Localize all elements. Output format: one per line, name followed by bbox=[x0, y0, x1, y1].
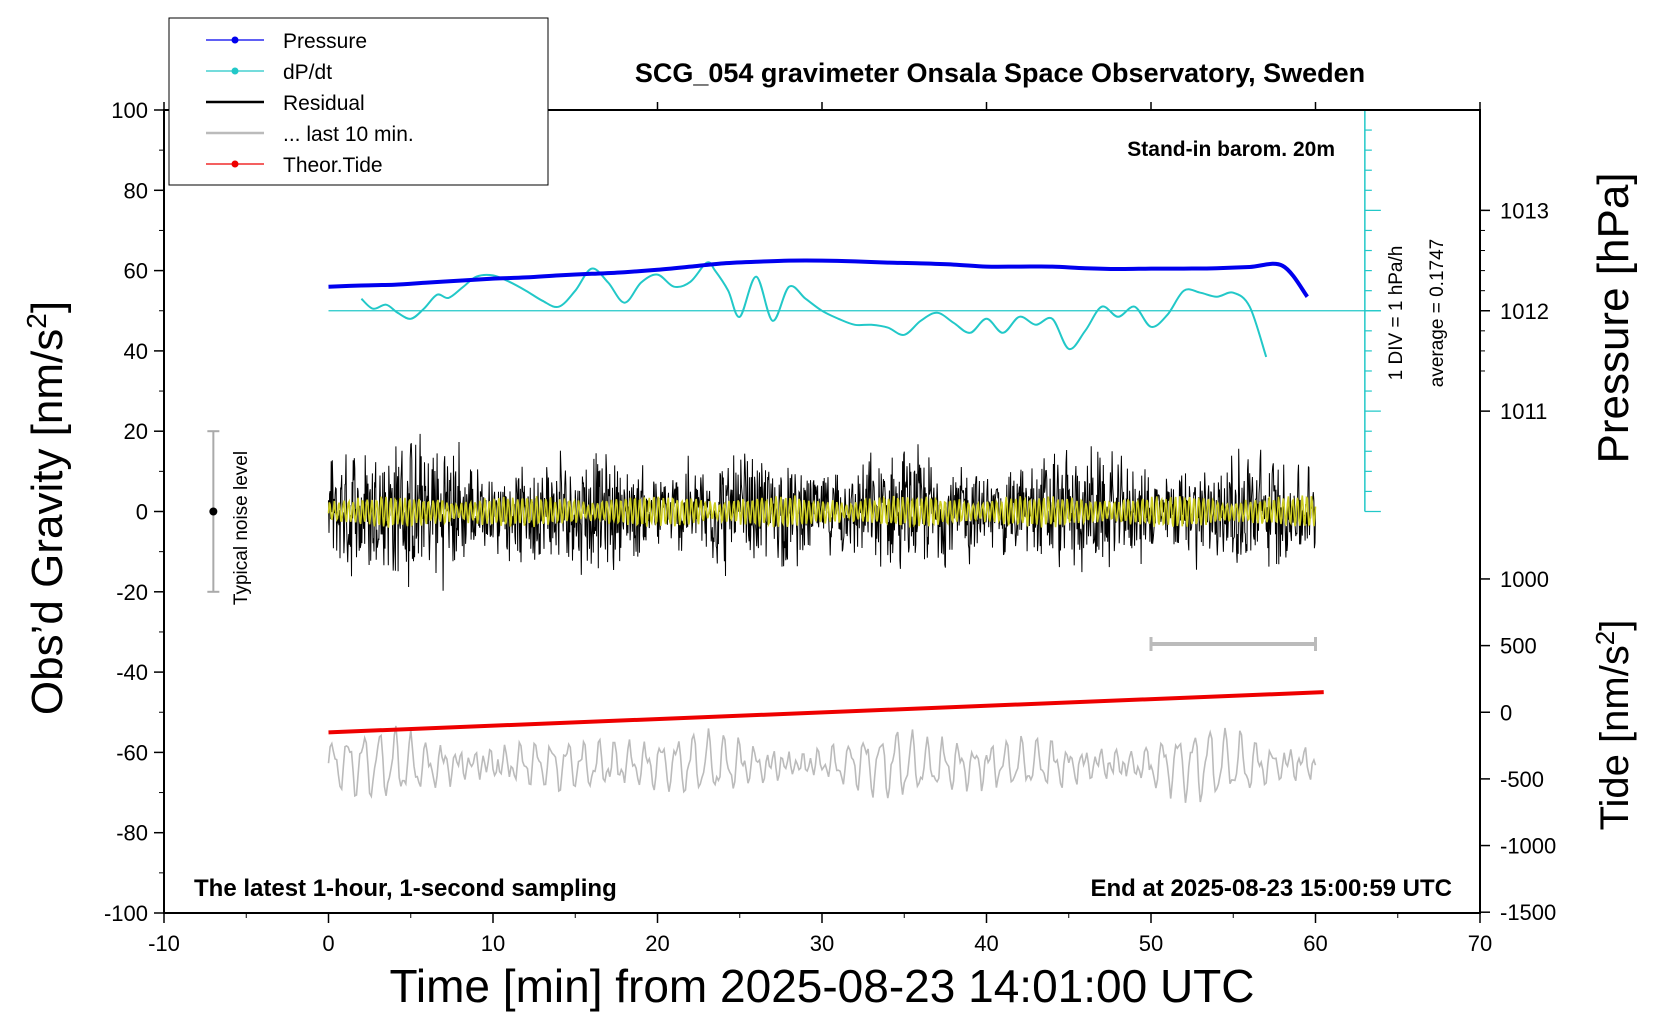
tide-tick-label: -1000 bbox=[1500, 834, 1556, 859]
noise-annotation: Typical noise level bbox=[231, 451, 252, 605]
legend-label: Residual bbox=[283, 92, 365, 115]
x-tick-label: 0 bbox=[322, 931, 334, 956]
tide-tick-label: 0 bbox=[1500, 700, 1512, 725]
stand-in-annotation: Stand-in barom. 20m bbox=[1127, 138, 1335, 161]
pressure-tick-label: 1011 bbox=[1500, 399, 1547, 424]
pressure-series-line bbox=[328, 258, 1309, 298]
y-tick-label: -100 bbox=[104, 901, 148, 926]
x-tick-label: 20 bbox=[645, 931, 669, 956]
y-tick-label: 80 bbox=[124, 178, 148, 203]
x-tick-label: 30 bbox=[810, 931, 834, 956]
y-tick-label: -80 bbox=[116, 821, 148, 846]
tide-tick-label: 500 bbox=[1500, 634, 1537, 659]
data-layer bbox=[207, 109, 1381, 803]
average-annotation: average = 0.1747 bbox=[1427, 239, 1448, 387]
x-tick-label: 70 bbox=[1468, 931, 1492, 956]
y-tick-label: 20 bbox=[124, 419, 148, 444]
y-tick-label: 100 bbox=[111, 98, 148, 123]
bottom-right-annotation: End at 2025-08-23 15:00:59 UTC bbox=[1091, 875, 1453, 902]
legend: Pressure dP/dt Residual ... last 10 min. The… bbox=[168, 17, 549, 186]
legend-label: ... last 10 min. bbox=[283, 123, 414, 146]
last10-series-line bbox=[327, 725, 1317, 803]
residual-smoothed-series-line bbox=[327, 495, 1317, 528]
x-axis: -10 0 10 20 30 40 50 60 70 bbox=[148, 102, 1492, 956]
y-tick-label: -20 bbox=[116, 580, 148, 605]
y-axis-right: 1013 1012 1011 1000 500 0 -500 -1000 -1500 bbox=[1480, 198, 1556, 925]
y-tick-label: -60 bbox=[116, 740, 148, 765]
chart-title: SCG_054 gravimeter Onsala Space Observat… bbox=[635, 58, 1365, 88]
x-axis-label: Time [min] from 2025-08-23 14:01:00 UTC bbox=[390, 960, 1255, 1012]
y-tick-label: 60 bbox=[124, 259, 148, 284]
tide-tick-label: -1500 bbox=[1500, 900, 1556, 925]
legend-marker bbox=[231, 67, 239, 75]
legend-label: Theor.Tide bbox=[283, 154, 383, 177]
pressure-tick-label: 1012 bbox=[1500, 299, 1549, 324]
legend-marker bbox=[231, 36, 239, 44]
x-tick-label: -10 bbox=[148, 931, 180, 956]
legend-label: dP/dt bbox=[283, 61, 332, 84]
y-tick-label: 0 bbox=[136, 500, 148, 525]
pressure-tick-label: 1013 bbox=[1500, 198, 1549, 223]
legend-label: Pressure bbox=[283, 30, 367, 53]
y-axis-left-label: Obs’d Gravity [nm/s2] bbox=[21, 301, 72, 715]
tide-tick-label: 1000 bbox=[1500, 567, 1549, 592]
bottom-left-annotation: The latest 1-hour, 1-second sampling bbox=[194, 875, 617, 902]
x-tick-label: 40 bbox=[974, 931, 998, 956]
legend-marker bbox=[231, 160, 239, 168]
y-axis-pressure-label: Pressure [hPa] bbox=[1589, 172, 1638, 463]
x-tick-label: 50 bbox=[1139, 931, 1163, 956]
tide-series-line bbox=[328, 690, 1324, 735]
y-tick-label: 40 bbox=[124, 339, 148, 364]
legend-items: Pressure dP/dt Residual ... last 10 min. The… bbox=[206, 30, 414, 177]
y-tick-label: -40 bbox=[116, 660, 148, 685]
noise-bar-center bbox=[209, 507, 218, 516]
div-annotation: 1 DIV = 1 hPa/h bbox=[1386, 246, 1407, 381]
tide-tick-label: -500 bbox=[1500, 767, 1544, 792]
x-tick-label: 10 bbox=[481, 931, 505, 956]
y-axis-left: 100 80 60 40 20 0 -20 -40 -60 -80 -100 bbox=[104, 98, 164, 926]
dpdt-series-line bbox=[360, 261, 1268, 358]
y-axis-tide-label: Tide [nm/s2] bbox=[1590, 620, 1637, 831]
x-tick-label: 60 bbox=[1303, 931, 1327, 956]
